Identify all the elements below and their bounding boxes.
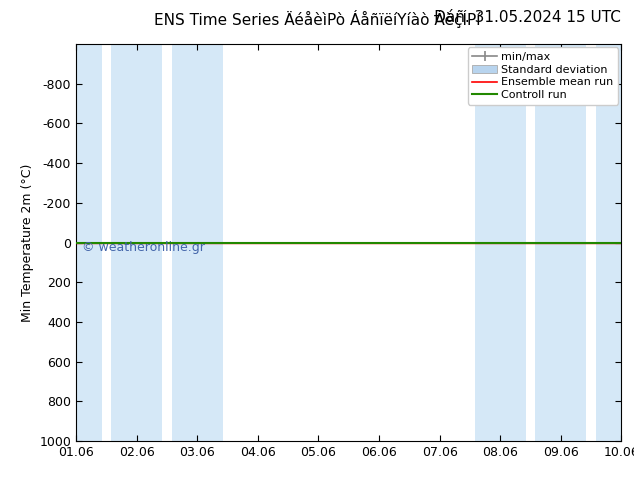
Legend: min/max, Standard deviation, Ensemble mean run, Controll run: min/max, Standard deviation, Ensemble me…: [468, 48, 618, 105]
Bar: [475, 44, 526, 441]
Text: ENS Time Series ÄéåèìPò ÁåñïëíYíàò ÁèçÍPí: ENS Time Series ÄéåèìPò ÁåñïëíYíàò ÁèçÍP…: [154, 10, 480, 28]
Text: Ðáñ. 31.05.2024 15 UTC: Ðáñ. 31.05.2024 15 UTC: [434, 10, 621, 25]
Bar: [51, 44, 101, 441]
Bar: [535, 44, 586, 441]
Bar: [111, 44, 162, 441]
Bar: [596, 44, 634, 441]
Bar: [172, 44, 223, 441]
Text: © weatheronline.gr: © weatheronline.gr: [82, 241, 204, 253]
Y-axis label: Min Temperature 2m (°C): Min Temperature 2m (°C): [21, 163, 34, 322]
